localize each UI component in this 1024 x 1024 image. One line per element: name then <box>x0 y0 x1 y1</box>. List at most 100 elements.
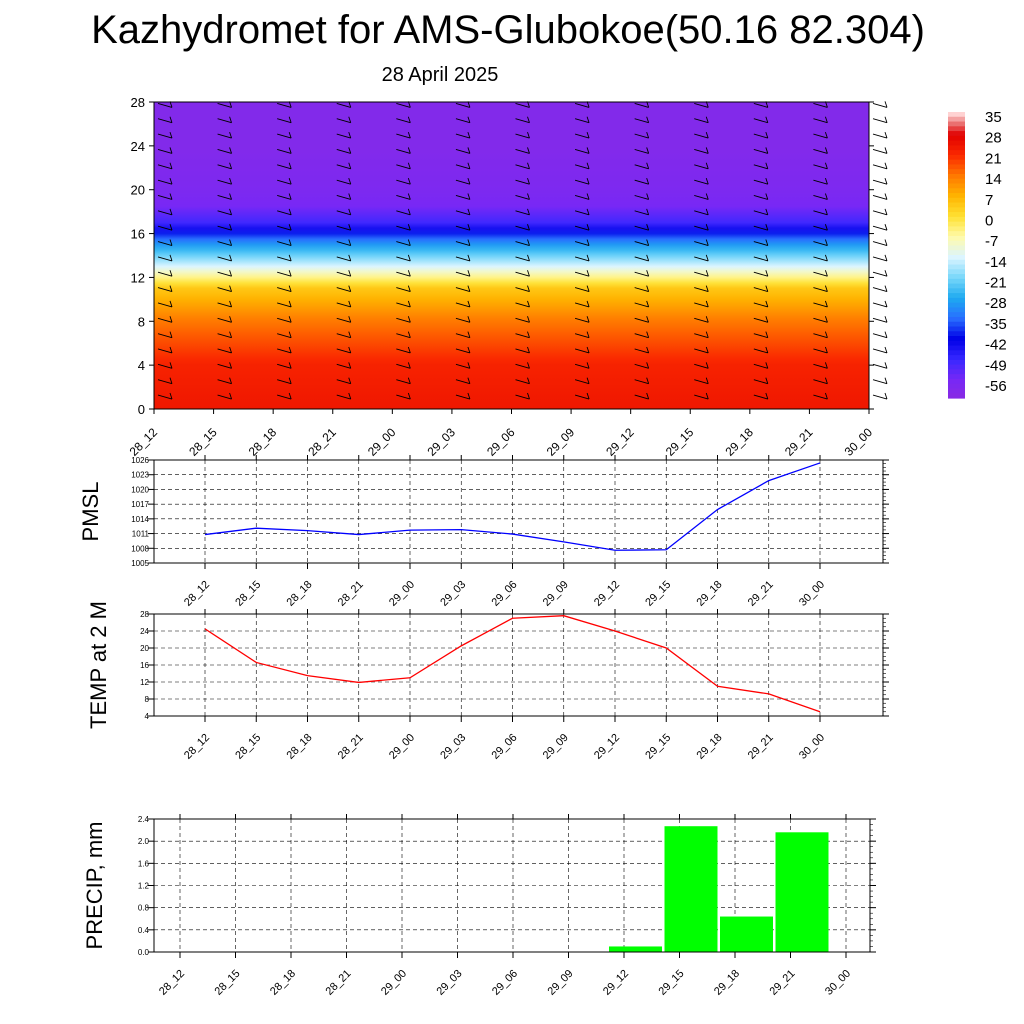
precip-bar <box>720 916 773 952</box>
wind-barb <box>634 331 650 339</box>
wind-barb <box>336 300 352 308</box>
wind-barb <box>813 162 828 170</box>
wind-barb <box>634 270 650 277</box>
wind-barb <box>217 331 233 339</box>
wind-barb <box>277 116 292 124</box>
wind-barb <box>277 162 292 170</box>
colorbar-segment <box>948 245 965 251</box>
precip-bar <box>775 832 829 952</box>
colorbar-label: 7 <box>985 192 993 209</box>
precip-y-tick-label: 1.2 <box>138 882 150 891</box>
precip-y-tick-label: 0.0 <box>138 948 150 957</box>
wind-barb <box>634 300 650 308</box>
wind-barb <box>157 377 173 385</box>
wind-barb <box>634 316 650 323</box>
wind-barb <box>694 162 709 170</box>
wind-barb <box>157 270 173 277</box>
wind-barb <box>157 254 173 262</box>
precip-x-tick-label: 28_18 <box>268 968 298 998</box>
wind-barb <box>694 331 709 339</box>
wind-barb <box>277 377 292 385</box>
wind-barb <box>515 208 530 216</box>
wind-barb <box>694 177 709 185</box>
pmsl-frame <box>153 459 884 564</box>
colorbar-segment <box>948 359 965 366</box>
wind-barb <box>157 162 173 170</box>
pmsl-x-tick-label: 28_18 <box>285 579 315 609</box>
heatmap-y-tick-label: 24 <box>131 139 145 154</box>
colorbar-segment <box>948 207 965 213</box>
wind-barb <box>753 316 769 323</box>
wind-barb <box>634 362 650 369</box>
wind-barb <box>455 270 471 277</box>
wind-barb <box>396 300 411 308</box>
wind-barb <box>813 147 828 154</box>
colorbar-label: 35 <box>985 109 1002 126</box>
wind-barb <box>515 300 530 308</box>
wind-barb <box>813 116 828 124</box>
wind-barb <box>277 362 292 369</box>
chart-title: Kazhydromet for AMS-Glubokoe(50.16 82.30… <box>91 8 925 52</box>
wind-barbs <box>157 101 888 400</box>
precip-y-tick-label: 0.4 <box>138 926 150 935</box>
wind-barb <box>872 377 888 385</box>
heatmap-x-tick-label: 29_12 <box>603 425 637 459</box>
colorbar-segment <box>948 212 965 218</box>
wind-barb <box>515 239 530 246</box>
wind-barb <box>872 316 888 323</box>
colorbar-segment <box>948 235 965 242</box>
precip-x-tick-label: 28_12 <box>157 968 187 998</box>
wind-barb <box>157 147 173 154</box>
wind-barb <box>694 392 709 400</box>
wind-barb <box>694 239 709 246</box>
heatmap-y-tick-label: 4 <box>138 358 145 373</box>
precip-y-tick-label: 2.0 <box>138 837 150 846</box>
wind-barb <box>872 254 888 262</box>
wind-barb <box>217 300 233 308</box>
wind-barb <box>336 331 352 339</box>
wind-barb <box>753 300 769 308</box>
heatmap-x-tick-label: 29_06 <box>484 425 518 459</box>
colorbar-segment <box>948 135 965 142</box>
wind-barb <box>515 116 530 124</box>
heatmap-y-tick-label: 12 <box>131 270 145 285</box>
pmsl-y-tick-label: 1011 <box>132 530 150 539</box>
wind-barb <box>872 300 888 308</box>
wind-barb <box>217 116 233 124</box>
wind-barb <box>157 362 173 369</box>
wind-barb <box>277 316 292 323</box>
colorbar-segment <box>948 231 965 237</box>
precip-x-tick-label: 29_06 <box>490 968 520 998</box>
colorbar-segment <box>948 259 965 266</box>
pmsl-y-tick-label: 1017 <box>131 500 149 509</box>
wind-barb <box>872 116 888 124</box>
wind-barb <box>694 346 709 354</box>
temp-y-tick-label: 12 <box>140 678 149 687</box>
wind-barb <box>217 254 233 262</box>
wind-barb <box>634 177 650 185</box>
precip-bar <box>609 946 662 952</box>
wind-barb <box>277 392 292 400</box>
wind-barb <box>694 131 709 139</box>
wind-barb <box>217 346 233 354</box>
wind-barb <box>515 285 530 293</box>
wind-barb <box>336 239 352 246</box>
wind-barb <box>396 116 411 124</box>
wind-barb <box>694 362 709 369</box>
wind-barb <box>753 270 769 277</box>
wind-barb <box>574 162 590 170</box>
colorbar-segment <box>948 340 965 347</box>
wind-barb <box>694 208 709 216</box>
wind-barb <box>217 377 233 385</box>
wind-barb <box>336 193 352 200</box>
wind-barb <box>217 392 233 400</box>
wind-barb <box>396 162 411 170</box>
precip-x-tick-label: 28_21 <box>324 968 354 998</box>
wind-barb <box>217 193 233 200</box>
temp-x-tick-label: 29_12 <box>592 732 622 762</box>
wind-barb <box>277 177 292 185</box>
colorbar-segment <box>948 355 965 361</box>
pmsl-y-tick-label: 1020 <box>131 485 149 494</box>
colorbar-segment <box>948 264 965 270</box>
heatmap-field <box>154 102 869 409</box>
